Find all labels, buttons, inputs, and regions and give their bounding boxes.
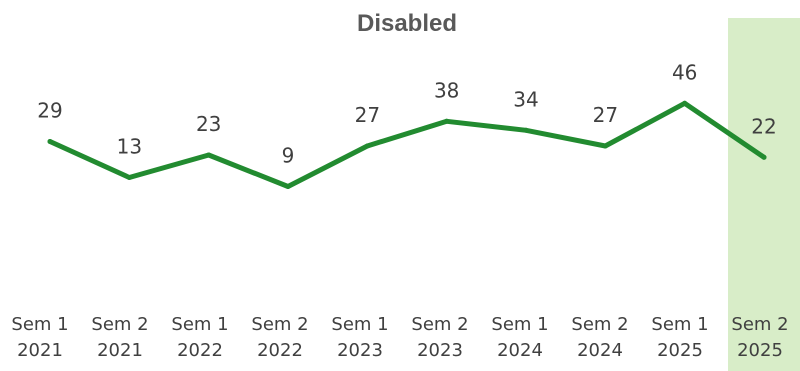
x-tick-label: Sem 2 2024 bbox=[571, 314, 628, 361]
data-point bbox=[444, 118, 450, 124]
x-tick-label: Sem 1 2023 bbox=[331, 314, 388, 361]
data-label: 29 bbox=[37, 99, 62, 123]
highlight-band bbox=[728, 18, 800, 371]
x-tick-label: Sem 1 2021 bbox=[11, 314, 68, 361]
data-point bbox=[47, 139, 53, 144]
x-tick-label: Sem 2 2023 bbox=[411, 314, 468, 361]
data-point bbox=[602, 143, 608, 149]
x-tick-label: Sem 2 2025 bbox=[731, 314, 788, 361]
data-label: 46 bbox=[672, 60, 697, 84]
x-tick-label: Sem 1 2025 bbox=[651, 314, 708, 361]
x-tick-label: Sem 1 2022 bbox=[171, 314, 228, 361]
data-label: 27 bbox=[355, 103, 380, 127]
chart-title: Disabled bbox=[357, 10, 457, 37]
data-label: 34 bbox=[513, 87, 538, 111]
data-point bbox=[285, 184, 291, 189]
data-point bbox=[206, 152, 212, 158]
data-point bbox=[126, 175, 132, 180]
data-point bbox=[682, 100, 688, 106]
data-label: 22 bbox=[751, 114, 776, 138]
data-label: 27 bbox=[593, 103, 618, 127]
x-tick-label: Sem 2 2021 bbox=[91, 314, 148, 361]
data-label: 38 bbox=[434, 78, 459, 102]
data-point bbox=[523, 127, 529, 133]
x-tick-label: Sem 2 2022 bbox=[251, 314, 308, 361]
data-label: 13 bbox=[117, 135, 142, 159]
data-point bbox=[364, 143, 370, 149]
x-tick-label: Sem 1 2024 bbox=[491, 314, 548, 361]
chart-marks: 29 13 23 9 27 38 34 27 46 22 Sem 1 2021 Sem 2 2021 Sem… bbox=[11, 60, 788, 361]
data-point bbox=[761, 154, 767, 160]
data-label: 23 bbox=[196, 112, 221, 136]
series-line bbox=[47, 100, 767, 189]
data-label: 9 bbox=[282, 144, 295, 168]
